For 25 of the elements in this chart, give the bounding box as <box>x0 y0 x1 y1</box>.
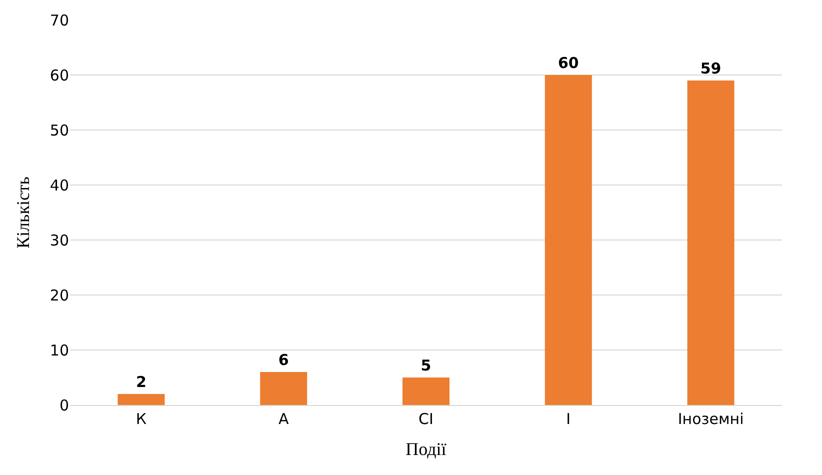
y-tick-label: 60 <box>50 66 69 84</box>
data-label: 2 <box>136 373 146 391</box>
data-label: 5 <box>420 356 432 374</box>
x-tick-label: СІ <box>418 410 434 428</box>
bar <box>402 378 450 405</box>
bar <box>544 75 592 405</box>
x-tick-label: К <box>136 410 147 428</box>
bar <box>118 394 165 405</box>
data-label: 59 <box>700 60 722 78</box>
bar <box>687 80 734 405</box>
bar <box>260 372 308 405</box>
x-tick-label: І <box>566 410 571 428</box>
y-tick-label: 30 <box>50 231 69 250</box>
x-tick-label: А <box>278 410 290 428</box>
y-tick-label: 50 <box>50 121 69 140</box>
y-tick-label: 0 <box>59 396 69 414</box>
y-axis-title: Кількість <box>13 176 34 249</box>
y-tick-label: 10 <box>50 341 69 360</box>
y-tick-label: 70 <box>50 11 69 30</box>
data-label: 6 <box>278 351 289 369</box>
data-label: 60 <box>558 54 579 72</box>
y-tick-label: 20 <box>50 286 69 304</box>
y-tick-label: 40 <box>50 176 69 194</box>
x-axis-title: Події <box>406 439 446 460</box>
x-tick-label: Іноземні <box>678 410 744 428</box>
